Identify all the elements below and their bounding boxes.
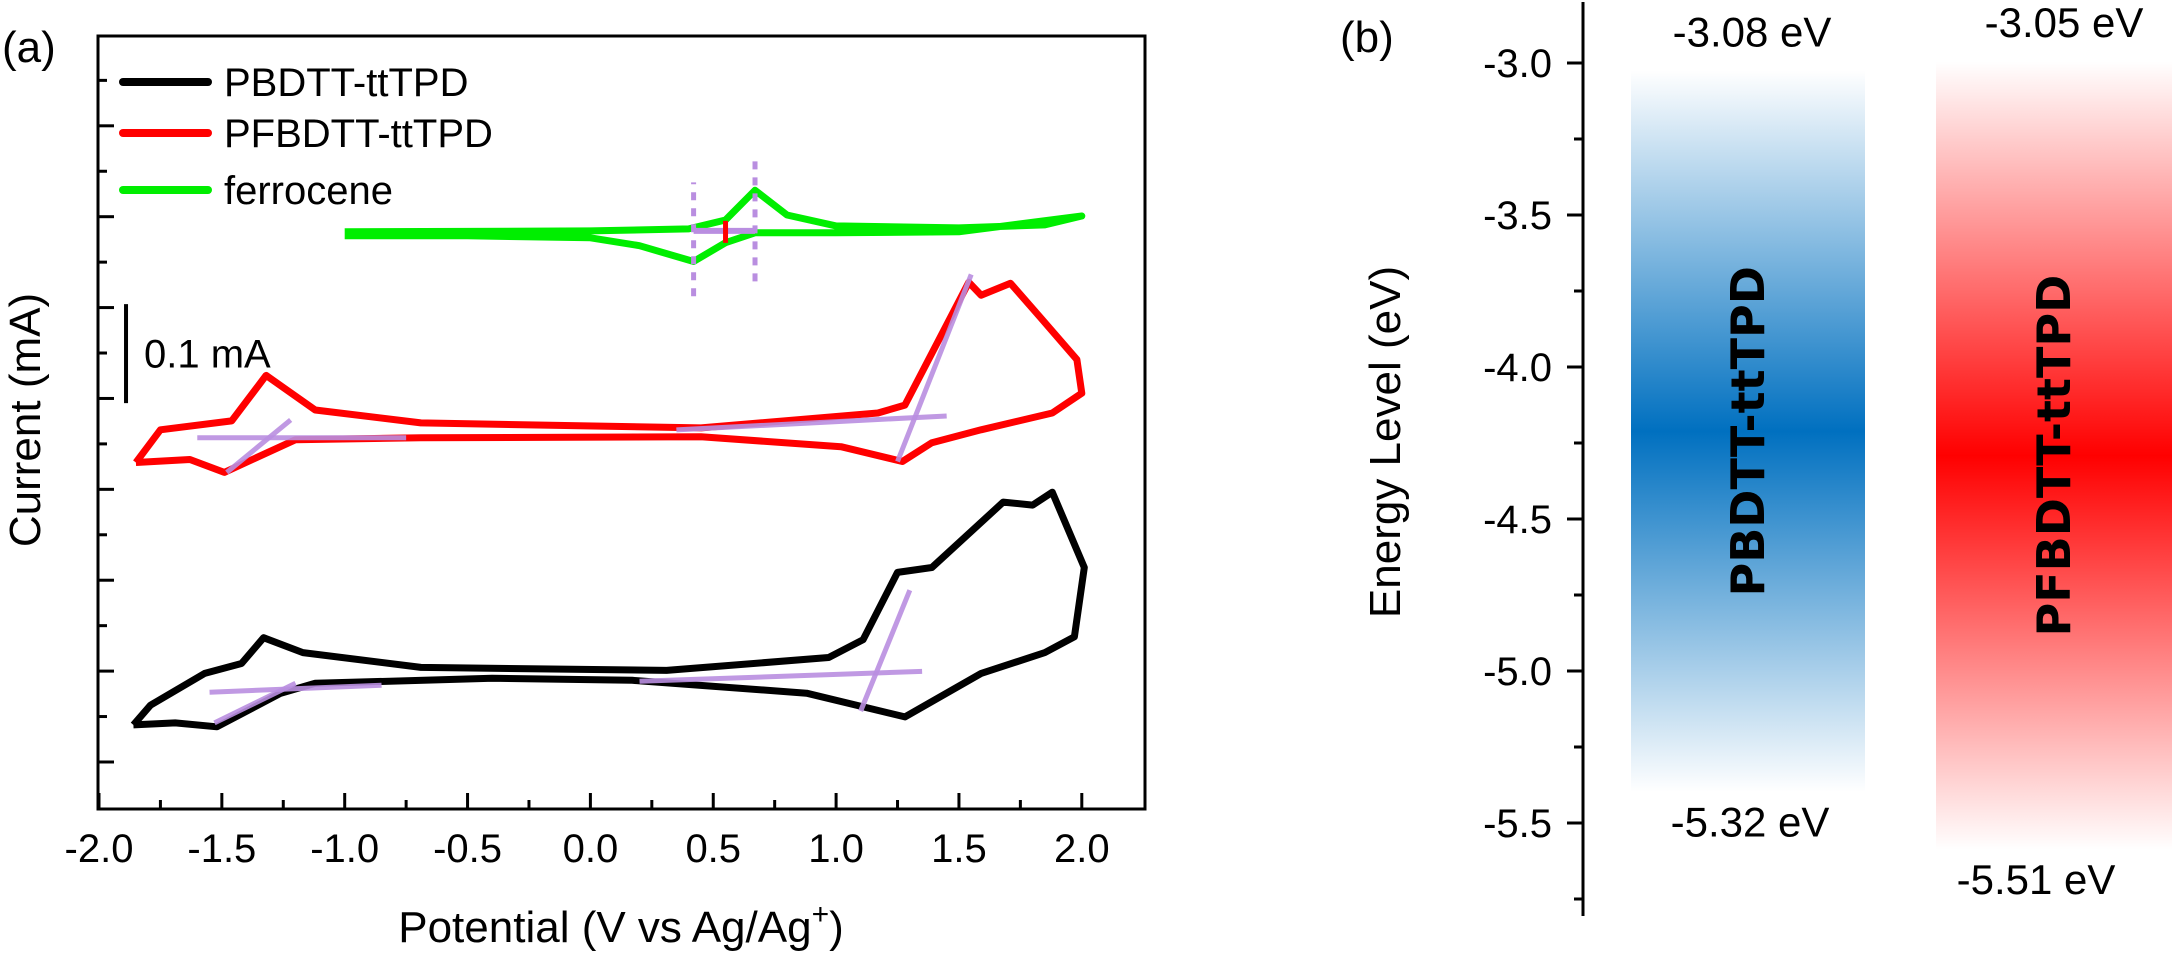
y-axis-ticks <box>98 78 114 764</box>
y-tick-label: -5.0 <box>1483 650 1552 694</box>
tangent-line <box>225 418 293 475</box>
tangent-line <box>676 413 947 433</box>
lumo-label: -3.05 eV <box>1985 0 2144 46</box>
panel-b-label: (b) <box>1340 13 1394 62</box>
x-axis-title-text: Potential (V vs Ag/Ag <box>398 903 811 952</box>
x-tick-label: -2.0 <box>65 827 134 871</box>
x-tick-label: 0.0 <box>563 827 619 871</box>
homo-label: -5.32 eV <box>1671 798 1830 845</box>
y-tick-label: -4.0 <box>1483 346 1552 390</box>
energy-axis-ticks <box>1567 61 1583 901</box>
y-tick-label: -3.0 <box>1483 42 1552 86</box>
x-axis-title: Potential (V vs Ag/Ag+) <box>398 898 844 952</box>
x-axis-title-close: ) <box>829 903 844 952</box>
series-line-pfbdtt-ttTPD <box>133 278 1086 476</box>
scale-bar-label: 0.1 mA <box>144 333 271 377</box>
x-tick-label: -1.5 <box>187 827 256 871</box>
y-tick-label: -4.5 <box>1483 498 1552 542</box>
homo-label: -5.51 eV <box>1957 856 2116 903</box>
panel-b-energy-levels: (b) -3.0 -3.5 -4.0 -4.5 -5.0 -5.5 Energy… <box>1340 0 2172 916</box>
x-tick-label: 1.0 <box>808 827 864 871</box>
legend: PBDTT-ttTPD PFBDTT-ttTPD ferrocene <box>119 61 493 213</box>
energy-axis-tick-labels: -3.0 -3.5 -4.0 -4.5 -5.0 -5.5 <box>1483 42 1552 846</box>
y-tick-label: -3.5 <box>1483 194 1552 238</box>
tangent-line <box>209 682 382 695</box>
series-layer <box>130 186 1088 731</box>
energy-axis-title: Energy Level (eV) <box>1361 266 1410 618</box>
series-line-ferrocene <box>344 186 1086 265</box>
series-line-pbdtt-ttTPD <box>130 488 1088 731</box>
x-axis-title-superscript: + <box>812 898 830 931</box>
y-axis-title: Current (mA) <box>1 293 50 547</box>
energy-bar-pbdtt-ttTPD: PBDTT-ttTPD -3.08 eV -5.32 eV <box>1631 8 1865 845</box>
bar-name-label: PBDTT-ttTPD <box>1721 266 1775 596</box>
x-tick-label: 0.5 <box>685 827 741 871</box>
y-tick-label: -5.5 <box>1483 802 1552 846</box>
plot-frame-a <box>96 34 1147 811</box>
tangent-line <box>858 589 913 712</box>
x-tick-label: -1.0 <box>310 827 379 871</box>
tangent-line <box>213 681 297 726</box>
energy-bar-fill-blue <box>1631 70 1865 793</box>
legend-label-ferrocene: ferrocene <box>224 169 393 213</box>
bar-name-label: PFBDTT-ttTPD <box>2027 275 2081 637</box>
annotation-layer <box>197 159 974 726</box>
x-axis-tick-labels: -2.0 -1.5 -1.0 -0.5 0.0 0.5 1.0 1.5 2.0 <box>65 827 1110 871</box>
x-tick-label: -0.5 <box>433 827 502 871</box>
x-axis-ticks <box>97 793 1084 809</box>
energy-bar-fill-red <box>1936 61 2172 851</box>
lumo-label: -3.08 eV <box>1673 8 1832 55</box>
tangent-line <box>639 668 923 684</box>
energy-bar-pfbdtt-ttTPD: PFBDTT-ttTPD -3.05 eV -5.51 eV <box>1936 0 2172 903</box>
tangent-line <box>895 273 974 463</box>
panel-a-cyclic-voltammetry: (a) -2.0 -1.5 -1.0 -0.5 0.0 0.5 1.0 1.5 … <box>1 23 1147 952</box>
x-tick-label: 1.5 <box>931 827 987 871</box>
legend-label-pfbdtt-ttTPD: PFBDTT-ttTPD <box>224 112 493 156</box>
legend-label-pbdtt-ttTPD: PBDTT-ttTPD <box>224 61 468 105</box>
x-tick-label: 2.0 <box>1054 827 1110 871</box>
panel-a-label: (a) <box>2 23 56 72</box>
